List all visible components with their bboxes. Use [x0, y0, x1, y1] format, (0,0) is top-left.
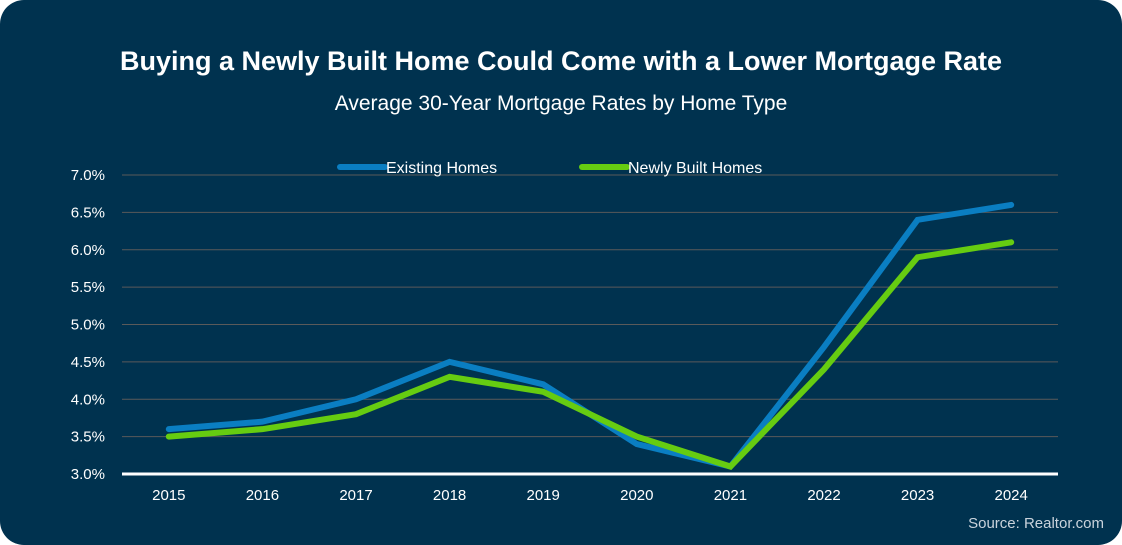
x-tick-label: 2019 [527, 487, 560, 504]
y-tick-label: 7.0% [71, 167, 105, 184]
x-tick-label: 2021 [714, 487, 747, 504]
series-line-existing-homes [165, 201, 1015, 470]
y-tick-label: 6.5% [71, 204, 105, 221]
y-tick-label: 5.5% [71, 279, 105, 296]
x-tick-label: 2015 [152, 487, 185, 504]
x-tick-label: 2016 [246, 487, 279, 504]
legend-label: Existing Homes [386, 160, 497, 177]
x-tick-label: 2020 [620, 487, 653, 504]
legend-label: Newly Built Homes [628, 160, 762, 177]
x-tick-label: 2022 [807, 487, 840, 504]
y-tick-label: 3.0% [71, 466, 105, 483]
y-tick-label: 4.0% [71, 391, 105, 408]
y-tick-label: 6.0% [71, 242, 105, 259]
x-tick-label: 2023 [901, 487, 934, 504]
y-tick-label: 3.5% [71, 429, 105, 446]
series-line-newly-built-homes [165, 239, 1015, 470]
y-tick-label: 4.5% [71, 354, 105, 371]
x-tick-label: 2018 [433, 487, 466, 504]
y-tick-label: 5.0% [71, 317, 105, 334]
x-tick-label: 2024 [995, 487, 1028, 504]
source-note: Source: Realtor.com [968, 515, 1104, 532]
chart-title: Buying a Newly Built Home Could Come wit… [119, 46, 1003, 76]
chart-subtitle: Average 30-Year Mortgage Rates by Home T… [334, 92, 788, 115]
x-tick-label: 2017 [339, 487, 372, 504]
